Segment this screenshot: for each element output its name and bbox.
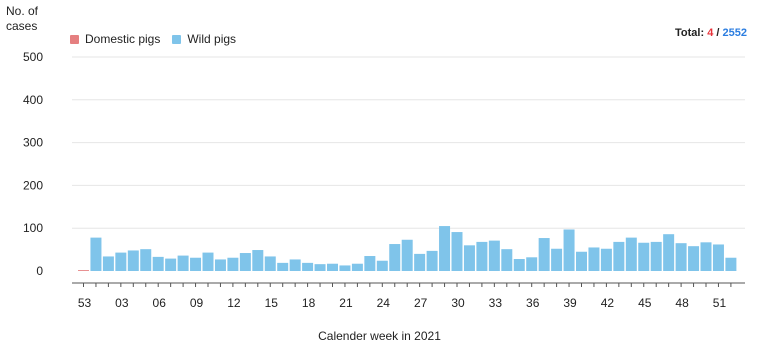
bar-wild	[364, 256, 376, 271]
bar-wild	[302, 262, 314, 271]
bar-wild	[339, 265, 351, 271]
x-tick-label: 03	[115, 296, 129, 310]
bar-wild	[576, 251, 587, 271]
bar-wild	[725, 257, 737, 271]
y-tick-label: 100	[23, 221, 43, 235]
bar-wild	[327, 263, 338, 271]
bar-wild	[389, 244, 401, 271]
bar-wild	[439, 226, 451, 271]
x-tick-label: 09	[190, 296, 204, 310]
legend-label-domestic: Domestic pigs	[85, 32, 161, 46]
legend-item-domestic[interactable]: Domestic pigs	[70, 32, 160, 46]
bar-wild	[264, 256, 276, 271]
x-tick-label: 12	[227, 296, 241, 310]
x-tick-label: 15	[265, 296, 279, 310]
x-tick-label: 39	[563, 296, 577, 310]
bar-wild	[625, 237, 637, 271]
bar-wild	[401, 239, 413, 271]
x-tick-label: 27	[414, 296, 428, 310]
legend: Domestic pigs Wild pigs	[70, 32, 242, 46]
bar-wild	[202, 252, 214, 271]
bar-wild	[551, 248, 563, 271]
x-axis-title: Calender week in 2021	[318, 329, 441, 343]
bar-wild	[426, 250, 438, 271]
bar-wild	[650, 241, 662, 271]
bar-wild	[351, 263, 363, 271]
bar-wild	[252, 250, 264, 271]
y-axis-title-line2: cases	[6, 19, 38, 33]
bar-wild	[227, 257, 239, 271]
bar-wild	[563, 229, 575, 271]
y-tick-label: 300	[23, 136, 43, 150]
bar-wild	[239, 253, 251, 271]
legend-swatch-domestic	[70, 34, 79, 44]
x-tick-label: 18	[302, 296, 316, 310]
bar-wild	[376, 260, 388, 271]
x-tick-label: 45	[638, 296, 652, 310]
bar-wild	[613, 241, 625, 271]
bar-wild	[140, 249, 152, 271]
bar-wild	[638, 242, 650, 271]
x-tick-label: 36	[526, 296, 540, 310]
bar-wild	[600, 248, 612, 271]
bar-wild	[314, 264, 326, 271]
bar-wild	[115, 252, 127, 271]
y-tick-label: 0	[36, 264, 43, 278]
bar-wild	[476, 241, 488, 271]
bar-wild	[513, 259, 525, 271]
bar-wild	[526, 257, 538, 271]
bar-wild	[414, 253, 426, 271]
bar-wild	[663, 234, 675, 271]
legend-swatch-wild	[172, 34, 182, 44]
bar-wild	[289, 259, 301, 271]
legend-item-wild[interactable]: Wild pigs	[172, 32, 236, 46]
x-tick-label: 21	[339, 296, 353, 310]
bar-wild	[102, 256, 114, 271]
bar-wild	[165, 258, 177, 271]
x-tick-label: 53	[78, 296, 92, 310]
bar-wild	[277, 262, 289, 271]
total-wild-value: 2552	[722, 27, 747, 39]
bar-wild	[688, 246, 700, 271]
bar-wild	[501, 249, 513, 271]
bar-domestic	[78, 270, 89, 271]
bar-wild	[90, 237, 102, 271]
bar-wild	[488, 240, 500, 271]
total-separator: /	[716, 27, 720, 39]
y-tick-label: 400	[23, 93, 43, 107]
y-axis-title: No. of cases	[6, 4, 38, 34]
x-tick-label: 33	[489, 296, 503, 310]
total-summary: Total: 4 / 2552	[675, 27, 747, 39]
x-tick-label: 24	[377, 296, 391, 310]
bar-wild	[214, 259, 226, 271]
bar-wild	[538, 238, 550, 271]
bar-wild	[190, 257, 202, 271]
bar-wild	[451, 232, 463, 271]
total-domestic-value: 4	[707, 27, 714, 39]
x-tick-label: 42	[601, 296, 615, 310]
bar-wild	[700, 242, 712, 271]
bar-wild	[588, 247, 600, 271]
bar-wild	[152, 256, 164, 271]
legend-label-wild: Wild pigs	[187, 32, 237, 46]
x-tick-label: 30	[451, 296, 465, 310]
y-tick-label: 500	[23, 50, 43, 64]
y-tick-label: 200	[23, 178, 43, 192]
x-tick-label: 51	[713, 296, 727, 310]
x-tick-label: 06	[153, 296, 167, 310]
y-axis-title-line1: No. of	[6, 4, 39, 18]
x-tick-label: 48	[675, 296, 689, 310]
bar-wild	[463, 245, 475, 271]
bar-wild	[127, 250, 139, 271]
total-label: Total:	[675, 27, 705, 39]
bar-wild	[712, 244, 724, 271]
bar-wild	[177, 255, 189, 271]
bar-wild	[675, 243, 687, 271]
